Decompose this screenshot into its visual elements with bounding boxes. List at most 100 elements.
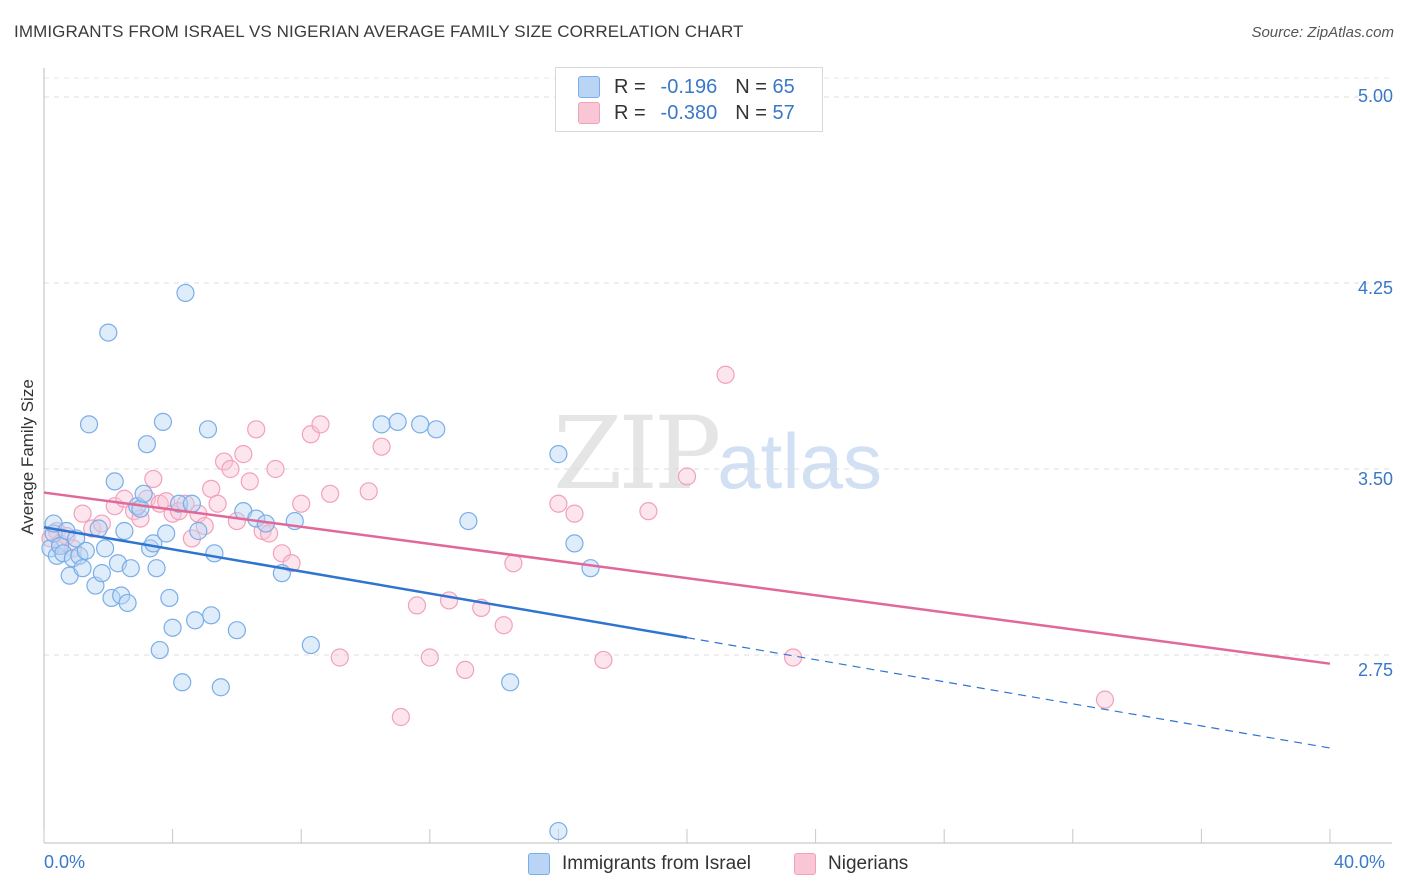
israel-point [121, 559, 140, 578]
nigerian-point [372, 437, 391, 456]
israel-point [581, 559, 600, 578]
y-tick-label: 2.75 [1357, 660, 1393, 680]
nigerian-point [391, 707, 410, 727]
nigerian-point [504, 554, 523, 573]
nigerian-point [407, 596, 427, 615]
nigerian-trend-line [43, 491, 1331, 665]
nigerian-point [639, 502, 658, 521]
israel-point [137, 435, 156, 454]
israel-point [176, 283, 195, 303]
israel-point [549, 821, 568, 841]
y-tick-label: 4.25 [1357, 278, 1393, 298]
nigerian-point [565, 504, 584, 523]
israel-point [189, 521, 208, 541]
chart-title: IMMIGRANTS FROM ISRAEL VS NIGERIAN AVERA… [14, 22, 744, 41]
nigerian-point [549, 494, 568, 513]
nigerian-point [311, 415, 330, 434]
israel-swatch [578, 76, 600, 98]
israel-point [459, 511, 478, 531]
y-axis-title: Average Family Size [18, 379, 37, 535]
nigerian-point [301, 425, 320, 444]
israel-point [73, 559, 92, 578]
chart-source: Source: ZipAtlas.com [1251, 24, 1394, 41]
legend-row-israel: R = -0.196 N = 65 [578, 74, 795, 100]
israel-point [169, 494, 189, 513]
watermark-zip: ZIP [553, 395, 721, 512]
israel-point [205, 544, 224, 563]
israel-point [134, 484, 153, 503]
israel-point [131, 499, 150, 518]
nigerian-legend-swatch [794, 853, 816, 875]
nigerian-point [144, 469, 163, 489]
nigerian-point [594, 650, 613, 670]
nigerian-n-label: N = [735, 101, 767, 124]
israel-point [153, 412, 173, 431]
nigerian-point [272, 544, 292, 563]
nigerian-point [456, 660, 475, 679]
legend-item-nigerian: Nigerians [794, 850, 908, 878]
nigerian-r-value: -0.380 [660, 101, 718, 124]
israel-point [163, 618, 182, 637]
correlation-legend: R = -0.196 N = 65 R = -0.380 N = 57 [555, 67, 823, 132]
nigerian-point [321, 484, 340, 503]
israel-point [388, 412, 407, 431]
x-tick-label-min: 0.0% [44, 852, 86, 872]
israel-point [118, 593, 137, 613]
israel-point [565, 534, 584, 553]
israel-point [173, 673, 192, 692]
nigerian-point [240, 472, 259, 491]
israel-n-label: N = [735, 75, 767, 98]
nigerian-point [292, 494, 311, 513]
israel-point [411, 415, 430, 434]
legend-row-nigerian: R = -0.380 N = 57 [578, 100, 795, 126]
israel-r-label: R = [614, 75, 646, 98]
israel-point [92, 564, 111, 583]
y-tick-label: 3.50 [1357, 469, 1393, 489]
nigerian-point [266, 459, 285, 479]
israel-point [150, 640, 169, 660]
israel-point [427, 420, 446, 439]
israel-point [112, 586, 131, 605]
legend-item-israel: Immigrants from Israel [528, 850, 751, 878]
israel-point [549, 445, 568, 464]
nigerian-point [359, 482, 378, 501]
israel-legend-label: Immigrants from Israel [562, 853, 751, 874]
israel-point [95, 539, 115, 558]
nigerian-r-label: R = [614, 101, 646, 124]
israel-point [182, 494, 201, 513]
nigerian-point [247, 420, 266, 439]
nigerian-n-value: 57 [772, 101, 795, 124]
nigerian-point [92, 514, 111, 533]
israel-point [99, 323, 118, 342]
israel-point [202, 606, 221, 625]
israel-point [105, 472, 124, 491]
israel-trend-line [43, 526, 688, 639]
israel-r-value: -0.196 [660, 75, 718, 98]
israel-n-value: 65 [772, 75, 795, 98]
israel-point [301, 635, 320, 655]
nigerian-point [1095, 690, 1115, 709]
nigerian-point [73, 504, 92, 523]
israel-trend-extension [686, 637, 1331, 749]
israel-point [157, 524, 176, 543]
nigerian-point [259, 524, 279, 543]
nigerian-point [420, 648, 439, 667]
nigerian-point [208, 494, 227, 513]
nigerian-point [330, 648, 349, 667]
israel-point [372, 415, 391, 434]
x-tick-label-max: 40.0% [1334, 852, 1386, 872]
nigerian-point [494, 616, 513, 635]
israel-point [211, 678, 230, 697]
israel-point [160, 588, 179, 608]
israel-point [115, 521, 134, 541]
israel-legend-swatch [528, 853, 550, 875]
nigerian-point [83, 519, 102, 538]
israel-point [76, 541, 95, 560]
watermark: ZIPatlas [553, 395, 882, 512]
israel-point [198, 420, 218, 439]
nigerian-point [214, 452, 234, 471]
nigerian-point [716, 365, 735, 384]
israel-point [186, 611, 205, 630]
israel-point [79, 415, 99, 434]
